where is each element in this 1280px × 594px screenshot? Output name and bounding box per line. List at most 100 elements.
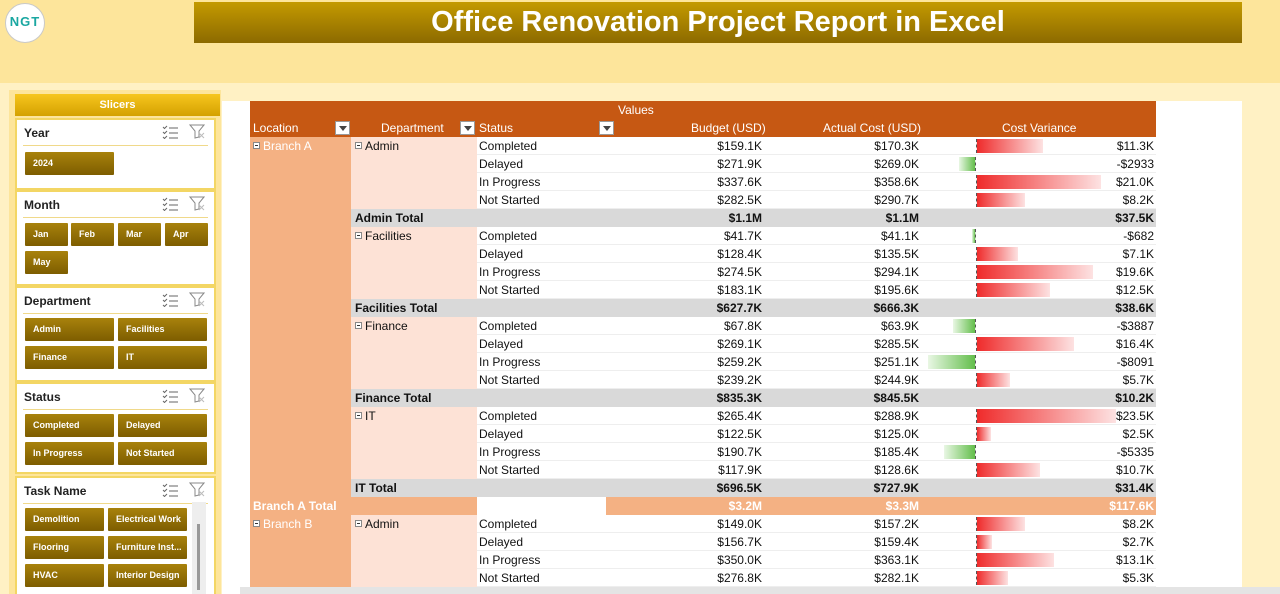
department-cell[interactable]: Finance <box>351 317 477 335</box>
slicer-department-item[interactable]: IT <box>118 346 207 369</box>
location-cell <box>250 479 351 497</box>
multi-select-icon[interactable] <box>162 197 178 211</box>
slicer-status-item[interactable]: Delayed <box>118 414 207 437</box>
department-cell <box>351 335 477 353</box>
variance-bar-positive <box>976 175 1102 189</box>
collapse-toggle-icon[interactable] <box>355 232 362 239</box>
pivot-body: Branch A Admin Completed $159.1K $170.3K $11.… <box>250 137 1156 587</box>
status-cell: Delayed <box>477 425 606 443</box>
slicer-task-item[interactable]: Interior Design <box>108 564 187 587</box>
location-filter-dropdown[interactable] <box>335 121 350 135</box>
variance-bar-positive <box>976 535 993 549</box>
budget-cell: $41.7K <box>606 227 762 245</box>
location-cell[interactable]: Branch B <box>250 515 351 533</box>
status-cell: Delayed <box>477 533 606 551</box>
collapse-toggle-icon[interactable] <box>355 412 362 419</box>
slicer-status-item[interactable]: In Progress <box>25 442 114 465</box>
variance-cell: $11.3K <box>919 137 1156 155</box>
variance-cell: $38.6K <box>919 299 1156 317</box>
status-filter-dropdown[interactable] <box>599 121 614 135</box>
slicer-month-item[interactable]: Feb <box>71 223 114 246</box>
department-cell <box>351 569 477 587</box>
actual-cost-cell: $3.3M <box>762 497 919 515</box>
table-row: In Progress $337.6K $358.6K $21.0K <box>250 173 1156 191</box>
horizontal-scrollbar[interactable] <box>240 587 1280 594</box>
variance-cell: $19.6K <box>919 263 1156 281</box>
variance-value: $23.5K <box>1115 409 1154 423</box>
slicer-department-item[interactable]: Facilities <box>118 318 207 341</box>
variance-value: $37.5K <box>1115 211 1154 225</box>
slicer-year-header: Year <box>23 120 208 146</box>
variance-value: $117.6K <box>1109 499 1154 513</box>
budget-cell: $274.5K <box>606 263 762 281</box>
multi-select-icon[interactable] <box>162 125 178 139</box>
variance-bar-positive <box>976 409 1116 423</box>
table-row: Delayed $122.5K $125.0K $2.5K <box>250 425 1156 443</box>
scrollbar-thumb[interactable] <box>197 524 200 590</box>
clear-filter-icon[interactable] <box>189 388 205 403</box>
slicer-task-item[interactable]: Electrical Work <box>108 508 187 531</box>
table-row: Branch A Admin Completed $159.1K $170.3K $11.… <box>250 137 1156 155</box>
clear-filter-icon[interactable] <box>189 196 205 211</box>
budget-cell: $350.0K <box>606 551 762 569</box>
department-cell[interactable]: Admin <box>351 515 477 533</box>
budget-cell: $156.7K <box>606 533 762 551</box>
slicer-department-header: Department <box>23 288 208 314</box>
slicer-status-item[interactable]: Completed <box>25 414 114 437</box>
slicer-task-item[interactable]: Demolition <box>25 508 104 531</box>
table-row: Delayed $156.7K $159.4K $2.7K <box>250 533 1156 551</box>
slicer-task-item[interactable]: HVAC <box>25 564 104 587</box>
slicer-month: Month Jan Feb Mar Apr May <box>15 190 216 286</box>
collapse-toggle-icon[interactable] <box>355 142 362 149</box>
budget-cell: $1.1M <box>606 209 762 227</box>
department-cell: Finance Total <box>351 389 477 407</box>
budget-cell: $3.2M <box>606 497 762 515</box>
slicer-month-item[interactable]: Apr <box>165 223 208 246</box>
location-cell <box>250 173 351 191</box>
location-cell <box>250 227 351 245</box>
slicer-task-item[interactable]: Flooring <box>25 536 104 559</box>
variance-value: $5.7K <box>1122 373 1154 387</box>
status-cell: Completed <box>477 227 606 245</box>
slicer-department-item[interactable]: Admin <box>25 318 114 341</box>
slicer-department-item[interactable]: Finance <box>25 346 114 369</box>
clear-filter-icon[interactable] <box>189 124 205 139</box>
slicer-scrollbar[interactable] <box>192 502 206 594</box>
slicer-month-item[interactable]: Jan <box>25 223 68 246</box>
department-cell <box>351 245 477 263</box>
slicer-month-item[interactable]: May <box>25 251 68 274</box>
slicer-status-title: Status <box>24 390 61 404</box>
department-cell[interactable]: Facilities <box>351 227 477 245</box>
multi-select-icon[interactable] <box>162 293 178 307</box>
slicer-status-item[interactable]: Not Started <box>118 442 207 465</box>
department-cell[interactable]: Admin <box>351 137 477 155</box>
table-row: In Progress $350.0K $363.1K $13.1K <box>250 551 1156 569</box>
table-row: Not Started $183.1K $195.6K $12.5K <box>250 281 1156 299</box>
table-row: Delayed $271.9K $269.0K -$2933 <box>250 155 1156 173</box>
slicer-task-item[interactable]: Furniture Inst... <box>108 536 187 559</box>
multi-select-icon[interactable] <box>162 483 178 497</box>
variance-value: -$8091 <box>1116 355 1154 369</box>
department-filter-dropdown[interactable] <box>460 121 475 135</box>
location-cell <box>250 389 351 407</box>
variance-bar-positive <box>976 373 1010 387</box>
collapse-toggle-icon[interactable] <box>355 322 362 329</box>
slicer-year-item[interactable]: 2024 <box>25 152 114 175</box>
collapse-toggle-icon[interactable] <box>253 142 260 149</box>
header-location: Location <box>253 121 299 135</box>
variance-cell: -$2933 <box>919 155 1156 173</box>
collapse-toggle-icon[interactable] <box>355 520 362 527</box>
slicer-month-title: Month <box>24 198 60 212</box>
variance-value: $16.4K <box>1115 337 1154 351</box>
variance-bar-positive <box>976 337 1074 351</box>
multi-select-icon[interactable] <box>162 389 178 403</box>
actual-cost-cell: $288.9K <box>762 407 919 425</box>
collapse-toggle-icon[interactable] <box>253 520 260 527</box>
clear-filter-icon[interactable] <box>189 482 205 497</box>
location-cell[interactable]: Branch A <box>250 137 351 155</box>
department-cell[interactable]: IT <box>351 407 477 425</box>
header-variance: Cost Variance <box>1002 121 1077 135</box>
clear-filter-icon[interactable] <box>189 292 205 307</box>
department-cell <box>351 353 477 371</box>
slicer-month-item[interactable]: Mar <box>118 223 161 246</box>
